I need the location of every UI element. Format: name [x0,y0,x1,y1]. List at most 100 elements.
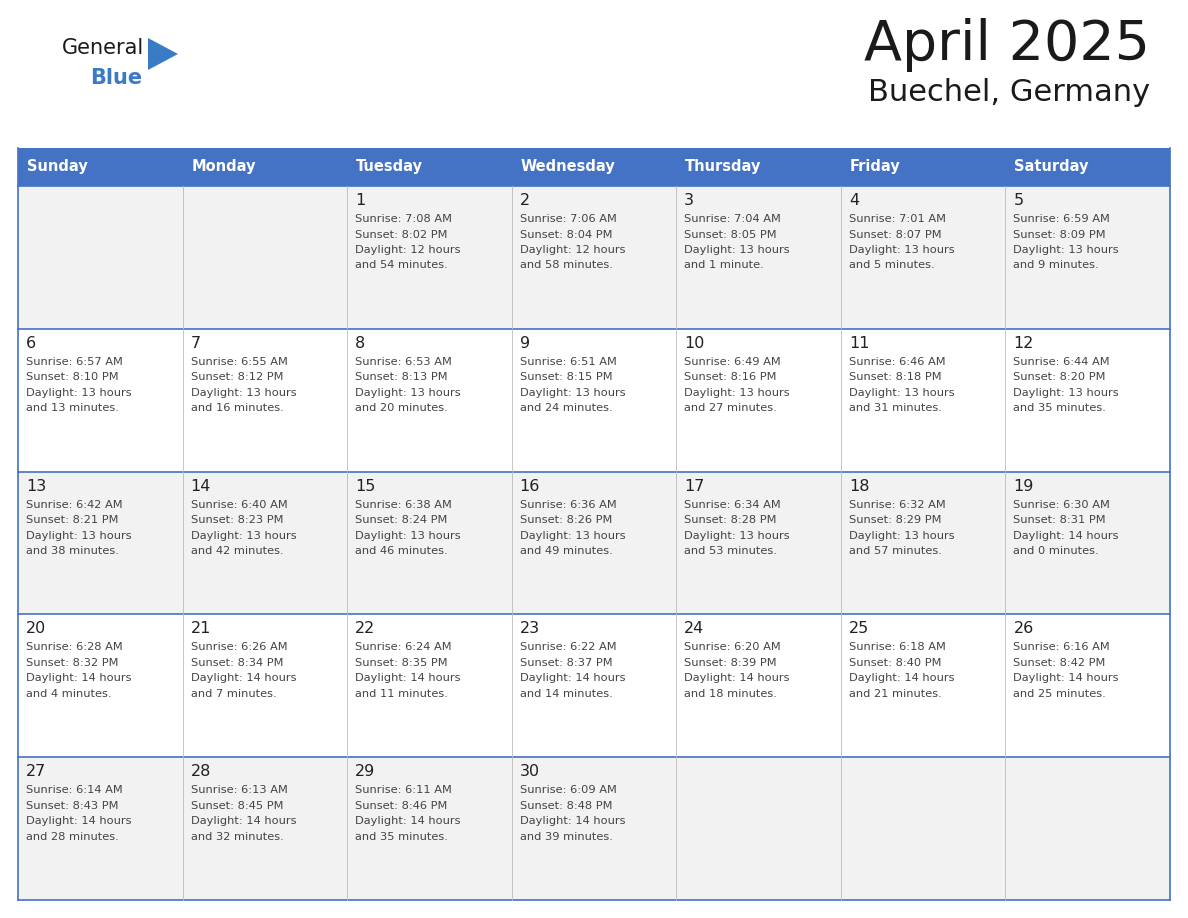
Text: 14: 14 [190,478,211,494]
Text: Sunrise: 6:53 AM: Sunrise: 6:53 AM [355,357,451,367]
Text: and 21 minutes.: and 21 minutes. [849,688,942,699]
Text: and 57 minutes.: and 57 minutes. [849,546,942,556]
Bar [676,148,841,186]
Text: Sunset: 8:35 PM: Sunset: 8:35 PM [355,658,448,668]
Text: Daylight: 12 hours: Daylight: 12 hours [519,245,625,255]
Text: Sunrise: 6:59 AM: Sunrise: 6:59 AM [1013,214,1111,224]
Text: and 11 minutes.: and 11 minutes. [355,688,448,699]
Bar [18,148,183,186]
Bar [512,148,676,186]
Text: and 20 minutes.: and 20 minutes. [355,403,448,413]
Text: Sunrise: 6:34 AM: Sunrise: 6:34 AM [684,499,781,509]
Text: Sunrise: 6:38 AM: Sunrise: 6:38 AM [355,499,451,509]
Text: 10: 10 [684,336,704,351]
Text: 25: 25 [849,621,870,636]
Text: Sunday: Sunday [27,160,88,174]
Text: and 27 minutes.: and 27 minutes. [684,403,777,413]
Text: 8: 8 [355,336,366,351]
Text: 27: 27 [26,764,46,779]
Text: Daylight: 14 hours: Daylight: 14 hours [849,674,954,683]
Text: Friday: Friday [849,160,901,174]
Bar [18,614,1170,757]
Text: Sunset: 8:43 PM: Sunset: 8:43 PM [26,800,119,811]
Text: Daylight: 14 hours: Daylight: 14 hours [190,816,296,826]
Text: and 42 minutes.: and 42 minutes. [190,546,283,556]
Text: Daylight: 14 hours: Daylight: 14 hours [519,816,625,826]
Text: Sunset: 8:24 PM: Sunset: 8:24 PM [355,515,448,525]
Text: Sunset: 8:21 PM: Sunset: 8:21 PM [26,515,119,525]
Text: and 24 minutes.: and 24 minutes. [519,403,612,413]
Text: Sunset: 8:29 PM: Sunset: 8:29 PM [849,515,941,525]
Text: Sunrise: 7:08 AM: Sunrise: 7:08 AM [355,214,453,224]
Text: Daylight: 13 hours: Daylight: 13 hours [190,387,296,397]
Text: 4: 4 [849,193,859,208]
Text: Daylight: 14 hours: Daylight: 14 hours [190,674,296,683]
Text: Daylight: 13 hours: Daylight: 13 hours [519,387,625,397]
Text: Sunrise: 6:49 AM: Sunrise: 6:49 AM [684,357,781,367]
Text: 22: 22 [355,621,375,636]
Text: 12: 12 [1013,336,1034,351]
Text: Daylight: 13 hours: Daylight: 13 hours [849,531,954,541]
Text: Blue: Blue [90,68,143,88]
Text: Sunset: 8:15 PM: Sunset: 8:15 PM [519,373,612,382]
Text: Sunrise: 6:22 AM: Sunrise: 6:22 AM [519,643,617,653]
Bar [18,329,1170,472]
Polygon shape [148,38,178,70]
Text: and 0 minutes.: and 0 minutes. [1013,546,1099,556]
Text: and 35 minutes.: and 35 minutes. [355,832,448,842]
Text: Thursday: Thursday [685,160,762,174]
Text: Sunset: 8:48 PM: Sunset: 8:48 PM [519,800,612,811]
Text: 5: 5 [1013,193,1024,208]
Text: and 13 minutes.: and 13 minutes. [26,403,119,413]
Text: 20: 20 [26,621,46,636]
Text: Daylight: 14 hours: Daylight: 14 hours [26,816,132,826]
Text: Daylight: 13 hours: Daylight: 13 hours [355,531,461,541]
Text: Sunset: 8:10 PM: Sunset: 8:10 PM [26,373,119,382]
Text: 23: 23 [519,621,539,636]
Text: and 49 minutes.: and 49 minutes. [519,546,613,556]
Text: Sunrise: 6:30 AM: Sunrise: 6:30 AM [1013,499,1111,509]
Text: Sunrise: 6:16 AM: Sunrise: 6:16 AM [1013,643,1110,653]
Text: and 14 minutes.: and 14 minutes. [519,688,613,699]
Text: Daylight: 14 hours: Daylight: 14 hours [355,816,461,826]
Text: Sunset: 8:46 PM: Sunset: 8:46 PM [355,800,448,811]
Text: Sunset: 8:04 PM: Sunset: 8:04 PM [519,230,612,240]
Text: and 1 minute.: and 1 minute. [684,261,764,271]
Text: 9: 9 [519,336,530,351]
Text: Sunset: 8:37 PM: Sunset: 8:37 PM [519,658,612,668]
Bar [183,148,347,186]
Text: 3: 3 [684,193,694,208]
Text: Daylight: 13 hours: Daylight: 13 hours [1013,387,1119,397]
Text: Daylight: 12 hours: Daylight: 12 hours [355,245,461,255]
Text: Sunrise: 7:01 AM: Sunrise: 7:01 AM [849,214,946,224]
Text: Daylight: 13 hours: Daylight: 13 hours [849,245,954,255]
Text: Sunrise: 6:51 AM: Sunrise: 6:51 AM [519,357,617,367]
Text: Daylight: 14 hours: Daylight: 14 hours [519,674,625,683]
Text: Daylight: 14 hours: Daylight: 14 hours [355,674,461,683]
Text: Sunset: 8:31 PM: Sunset: 8:31 PM [1013,515,1106,525]
Bar [347,148,512,186]
Text: 13: 13 [26,478,46,494]
Text: Sunrise: 6:26 AM: Sunrise: 6:26 AM [190,643,287,653]
Text: Sunset: 8:05 PM: Sunset: 8:05 PM [684,230,777,240]
Text: Sunset: 8:07 PM: Sunset: 8:07 PM [849,230,941,240]
Text: Sunrise: 6:32 AM: Sunrise: 6:32 AM [849,499,946,509]
Text: Sunset: 8:28 PM: Sunset: 8:28 PM [684,515,777,525]
Text: 11: 11 [849,336,870,351]
Text: Sunrise: 6:09 AM: Sunrise: 6:09 AM [519,785,617,795]
Text: Daylight: 13 hours: Daylight: 13 hours [190,531,296,541]
Text: Daylight: 13 hours: Daylight: 13 hours [355,387,461,397]
Text: Sunrise: 6:28 AM: Sunrise: 6:28 AM [26,643,122,653]
Text: Daylight: 13 hours: Daylight: 13 hours [26,387,132,397]
Text: Daylight: 13 hours: Daylight: 13 hours [1013,245,1119,255]
Text: Sunrise: 6:55 AM: Sunrise: 6:55 AM [190,357,287,367]
Text: Sunrise: 6:13 AM: Sunrise: 6:13 AM [190,785,287,795]
Bar [18,186,1170,329]
Text: Sunset: 8:20 PM: Sunset: 8:20 PM [1013,373,1106,382]
Text: Sunrise: 6:18 AM: Sunrise: 6:18 AM [849,643,946,653]
Text: Daylight: 13 hours: Daylight: 13 hours [849,387,954,397]
Text: and 32 minutes.: and 32 minutes. [190,832,283,842]
Text: Monday: Monday [191,160,257,174]
Text: 7: 7 [190,336,201,351]
Text: 16: 16 [519,478,541,494]
